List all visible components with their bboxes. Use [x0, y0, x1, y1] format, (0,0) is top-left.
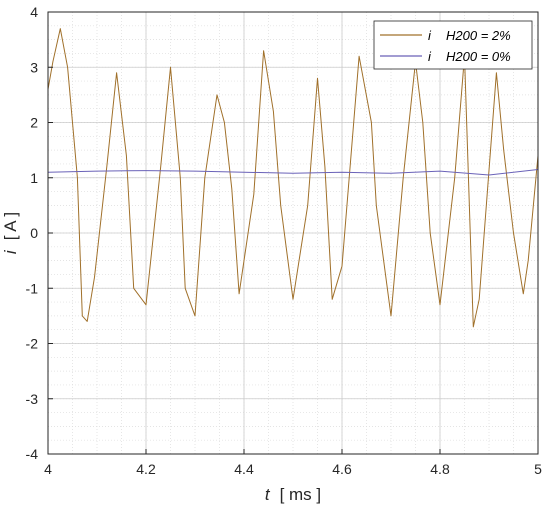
- y-tick-label: 0: [30, 225, 38, 241]
- y-tick-label: -4: [26, 446, 39, 462]
- legend-var-h200-2: i: [428, 28, 432, 43]
- series-layer: [47, 28, 539, 328]
- legend-label-h200-2: H200 = 2%: [446, 28, 511, 43]
- x-axis-title: t[ ms ]: [265, 485, 321, 504]
- x-tick-label: 5: [534, 461, 542, 477]
- y-tick-label: -3: [26, 391, 39, 407]
- x-tick-label: 4.8: [430, 461, 450, 477]
- y-tick-label: 3: [30, 59, 38, 75]
- x-tick-label: 4: [44, 461, 52, 477]
- y-tick-label: 1: [30, 170, 38, 186]
- x-tick-label: 4.6: [332, 461, 352, 477]
- y-tick-label: -2: [26, 336, 39, 352]
- y-axis-ticks: 4 3 2 1 0 -1 -2 -3 -4: [26, 4, 53, 462]
- legend-label-h200-0: H200 = 0%: [446, 49, 511, 64]
- y-tick-label: 2: [30, 115, 38, 131]
- legend: i H200 = 2% i H200 = 0%: [373, 20, 533, 70]
- x-tick-label: 4.4: [234, 461, 254, 477]
- x-axis-ticks: 4 4.2 4.4 4.6 4.8 5: [44, 449, 542, 477]
- y-axis-title: i[ A ]: [1, 212, 20, 254]
- series-line-0: [47, 28, 539, 328]
- x-tick-label: 4.2: [136, 461, 156, 477]
- y-tick-label: 4: [30, 4, 38, 20]
- y-tick-label: -1: [26, 280, 39, 296]
- series-line-1: [47, 169, 539, 176]
- legend-var-h200-0: i: [428, 49, 432, 64]
- legend-box: [373, 20, 533, 70]
